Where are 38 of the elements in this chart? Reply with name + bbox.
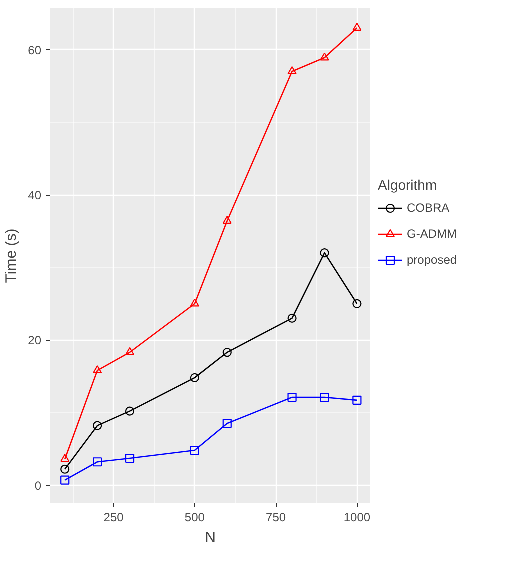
point — [352, 299, 362, 308]
point — [60, 454, 70, 462]
y-tick-label: 60 — [28, 43, 42, 58]
point — [125, 406, 135, 416]
point — [288, 66, 297, 75]
point — [125, 454, 135, 464]
point — [320, 392, 330, 402]
point — [320, 52, 330, 61]
legend-label: G-ADMM — [407, 227, 457, 241]
point — [288, 392, 297, 402]
y-axis-title: Time (s) — [3, 228, 20, 284]
y-tick-label: 40 — [28, 188, 42, 203]
point — [352, 396, 362, 405]
point — [60, 464, 70, 474]
point — [222, 216, 232, 224]
point — [222, 419, 232, 428]
point — [93, 421, 102, 430]
point — [288, 314, 297, 323]
point — [222, 348, 232, 358]
x-axis-title: N — [205, 530, 216, 546]
point — [190, 298, 200, 307]
y-tick-label: 20 — [28, 334, 42, 348]
point — [320, 248, 330, 258]
point — [190, 446, 200, 456]
legend-label: COBRA — [407, 201, 450, 215]
point — [93, 366, 102, 374]
point — [190, 373, 200, 382]
point — [352, 22, 362, 31]
x-tick-label: 1000 — [344, 510, 371, 524]
x-tick-label: 750 — [266, 510, 286, 524]
point — [125, 347, 135, 356]
point — [93, 458, 102, 467]
y-tick-label: 0 — [34, 478, 42, 493]
x-tick-label: 500 — [184, 510, 206, 524]
point — [60, 476, 70, 485]
x-tick-label: 250 — [104, 510, 124, 524]
legend-label: proposed — [407, 253, 458, 267]
legend-title: Algorithm — [378, 177, 438, 193]
